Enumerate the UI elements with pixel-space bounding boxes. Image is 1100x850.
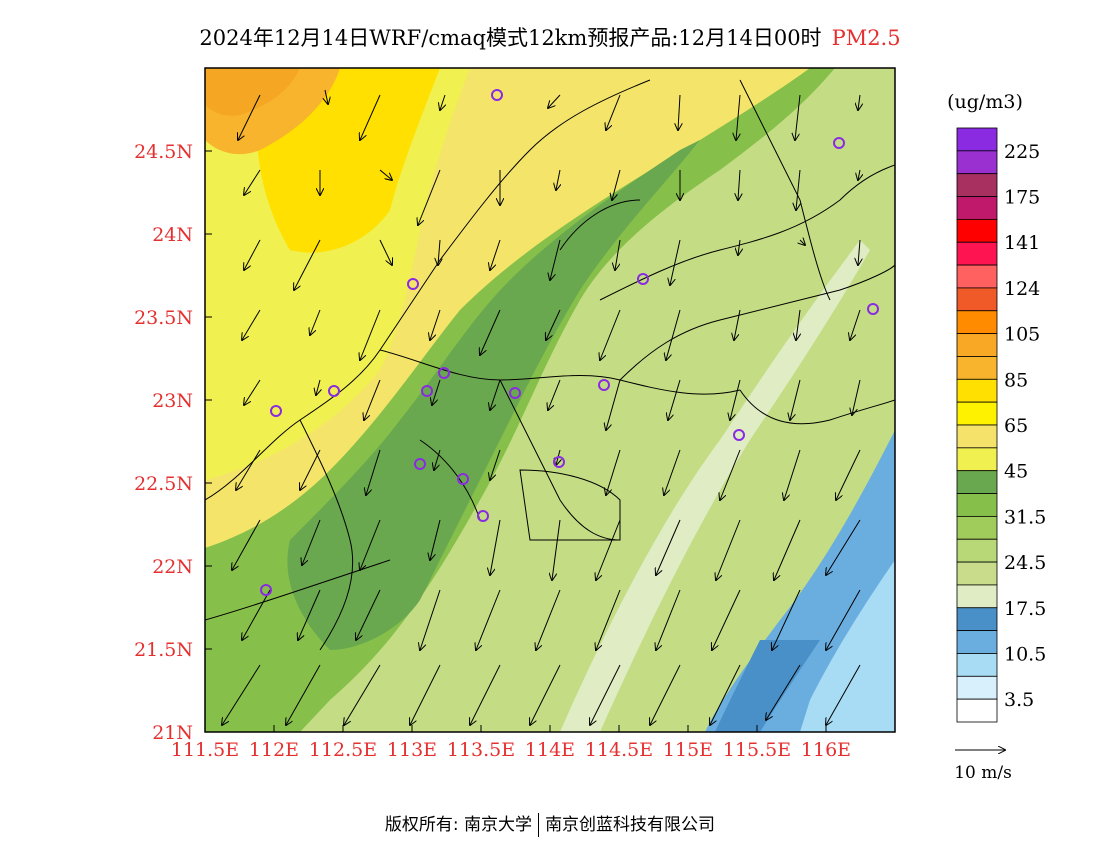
legend-swatch: [956, 470, 998, 494]
legend-swatch: [956, 310, 998, 335]
lon-tick-label: 114E: [525, 739, 575, 761]
legend-swatch: [956, 698, 998, 723]
legend-label: 85: [1004, 369, 1028, 391]
title-pollutant: PM2.5: [831, 26, 901, 50]
legend-swatch: [956, 424, 998, 449]
legend-swatch: [956, 127, 998, 152]
lon-tick-label: 115.5E: [723, 739, 791, 761]
pm25-field: [205, 68, 895, 732]
legend-swatch: [956, 196, 998, 220]
legend-swatch: [956, 538, 998, 563]
legend-swatch: [956, 333, 998, 357]
legend-swatch: [956, 356, 998, 380]
legend-swatch: [956, 630, 998, 654]
legend-label: 175: [1004, 187, 1040, 209]
legend-label: 17.5: [1004, 598, 1046, 620]
lat-tick-label: 23.5N: [134, 307, 193, 329]
footer-company: 南京创蓝科技有限公司: [545, 815, 716, 835]
field-dark-orange: [205, 68, 300, 116]
lon-tick-label: 112E: [249, 739, 299, 761]
latitude-axis: 24.5N 24N 23.5N 23N 22.5N 22N 21.5N 21N: [134, 141, 212, 744]
longitude-axis: 111.5E 112E 112.5E 113E 113.5E 114E 114.5E 115E…: [171, 725, 851, 761]
legend-label: 225: [1004, 141, 1040, 163]
lat-tick-label: 22N: [152, 556, 193, 578]
field-sea-dark: [715, 640, 820, 732]
lon-tick-label: 113E: [387, 739, 437, 761]
legend-label: 45: [1004, 461, 1028, 483]
field-pale-strip: [560, 240, 870, 732]
chart-title: 2024年12月14日WRF/cmaq模式12km预报产品:12月14日00时 P…: [0, 22, 1100, 52]
lon-tick-label: 112.5E: [309, 739, 377, 761]
legend-label: 10.5: [1004, 643, 1046, 665]
legend-swatch: [956, 561, 998, 586]
legend-label: 105: [1004, 324, 1040, 346]
legend-unit: (ug/m3): [947, 91, 1023, 113]
legend-swatch: [956, 401, 998, 426]
footer: 版权所有: 南京大学 南京创蓝科技有限公司: [0, 810, 1100, 837]
legend-swatch: [956, 264, 998, 289]
lon-tick-label: 111.5E: [171, 739, 239, 761]
lat-tick-label: 23N: [152, 390, 193, 412]
legend-swatch: [956, 493, 998, 517]
legend-label: 141: [1004, 232, 1040, 254]
legend-label: 24.5: [1004, 552, 1046, 574]
wind-scale-label: 10 m/s: [954, 763, 1012, 783]
lon-tick-label: 116E: [801, 739, 851, 761]
legend-swatch: [956, 378, 998, 403]
legend-label: 3.5: [1004, 689, 1034, 711]
footer-copyright: 版权所有: 南京大学: [384, 815, 533, 835]
legend-swatch: [956, 218, 998, 243]
legend-swatch: [956, 584, 998, 609]
legend-swatch: [956, 675, 998, 700]
legend-label: 65: [1004, 415, 1028, 437]
lat-tick-label: 21.5N: [134, 639, 193, 661]
lat-tick-label: 24.5N: [134, 141, 193, 163]
lon-tick-label: 113.5E: [447, 739, 515, 761]
legend-labels: 225 175 141 124 105 85 65 45 31.5 24.5 17.5 10.5 3.5: [1004, 141, 1046, 711]
legend-swatch: [956, 607, 998, 632]
title-main: 2024年12月14日WRF/cmaq模式12km预报产品:12月14日00时: [199, 26, 822, 50]
lat-tick-label: 22.5N: [134, 473, 193, 495]
wind-vectors: [222, 89, 860, 725]
field-dark-green: [287, 140, 700, 650]
lon-tick-label: 114.5E: [585, 739, 653, 761]
legend-label: 124: [1004, 278, 1040, 300]
legend-swatch: [956, 447, 998, 472]
lat-tick-label: 24N: [152, 224, 193, 246]
legend-label: 31.5: [1004, 506, 1046, 528]
legend-swatch: [956, 287, 998, 312]
field-light-green: [300, 68, 895, 732]
field-sea-light: [800, 560, 895, 732]
lat-tick-label: 21N: [152, 722, 193, 744]
legend-swatch: [956, 653, 998, 677]
legend-swatch: [956, 515, 998, 540]
footer-separator: [538, 813, 540, 837]
legend-swatch: [956, 241, 998, 266]
legend-colorbar: [956, 127, 998, 723]
legend-swatch: [956, 173, 998, 197]
legend-swatch: [956, 150, 998, 175]
station-markers: [260, 89, 879, 596]
lon-tick-label: 115E: [663, 739, 713, 761]
